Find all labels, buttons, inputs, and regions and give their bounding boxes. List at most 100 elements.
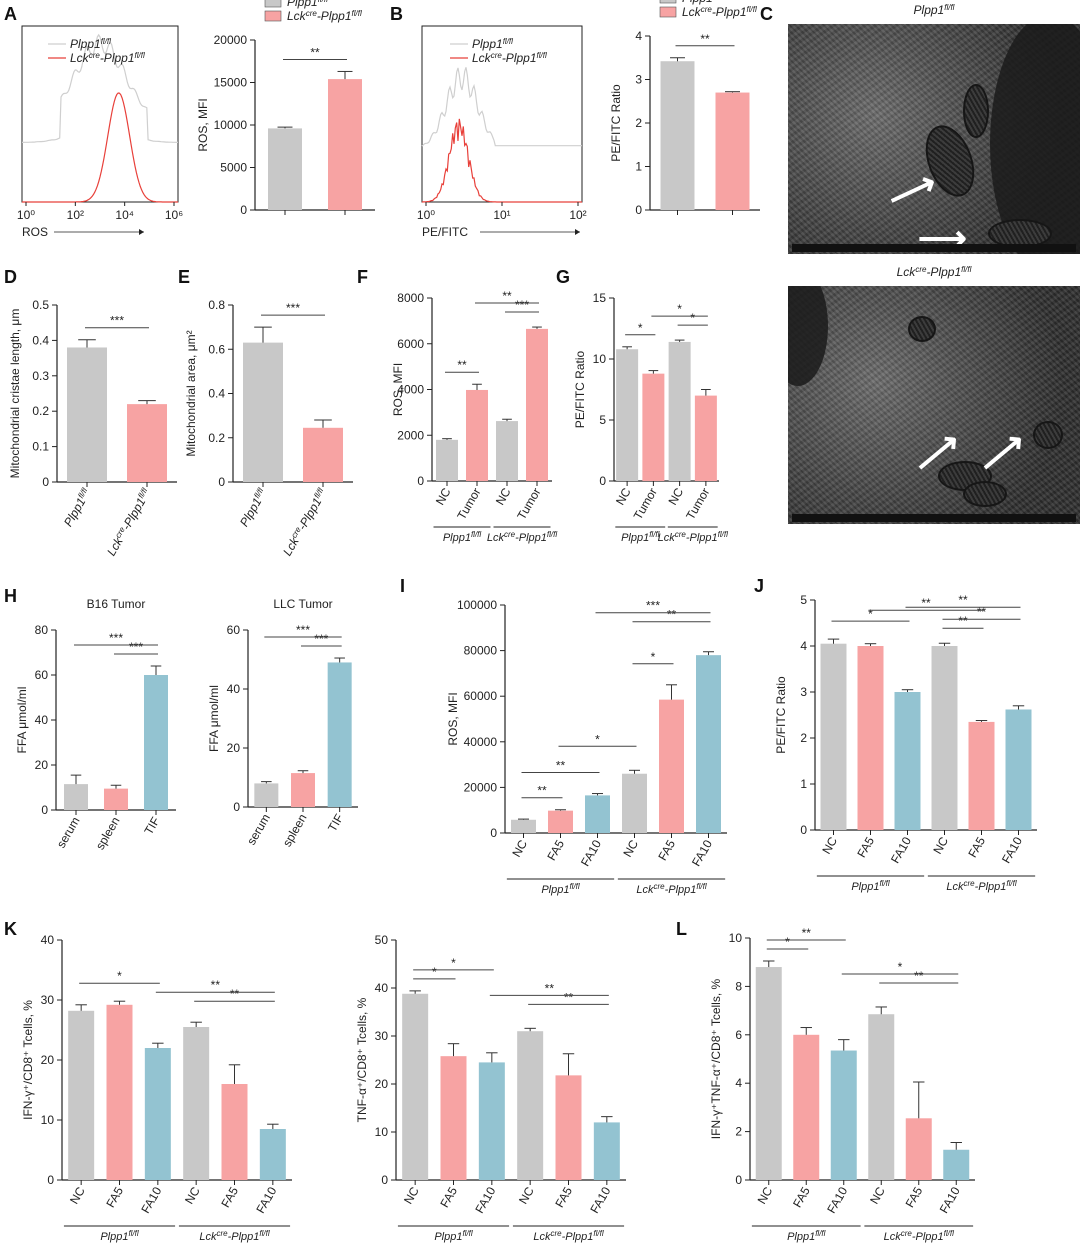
panel-letter-f: F	[357, 267, 368, 287]
significance-label: *	[651, 650, 656, 664]
bar	[511, 819, 536, 833]
significance-label: **	[537, 784, 547, 798]
group-label: Plpp1fl/fl	[621, 530, 660, 545]
legend-label: Lckcre-Plpp1fl/fl	[682, 5, 757, 20]
chart-h2: 0 20 40 60 FFA μmol/ml LLC Tumor serum spleen TI…	[207, 597, 358, 849]
y-tick-label: 2	[800, 731, 807, 745]
x-tick-label: Plpp1fl/fl	[61, 486, 94, 529]
chart-l: 0 2 4 6 8 10 IFN-γ⁺TNF-α⁺/CD8⁺ Tcells, % NC FA5 F…	[709, 926, 975, 1243]
x-tick-label: FA10	[937, 1184, 963, 1216]
y-tick-label: 0.2	[208, 431, 225, 445]
y-tick-label: 0	[800, 823, 807, 837]
bar	[593, 1122, 620, 1180]
y-tick-label: 0	[490, 826, 497, 840]
panel-letter-l: L	[676, 919, 687, 939]
bar	[931, 646, 958, 830]
y-tick-label: 0	[233, 800, 240, 814]
bar	[106, 1004, 133, 1180]
y-tick-label: 20000	[464, 780, 498, 794]
panel-letter-g: G	[556, 267, 570, 287]
bar	[478, 1062, 505, 1180]
y-tick-label: 0.2	[32, 404, 49, 418]
bar	[793, 1034, 820, 1180]
histogram-curve-control	[421, 67, 582, 147]
x-tick-label: NC	[613, 485, 634, 507]
y-tick-label: 10	[375, 1125, 389, 1139]
y-axis-label: IFN-γ⁺TNF-α⁺/CD8⁺ Tcells, %	[709, 978, 723, 1139]
x-tick-label: NC	[819, 834, 840, 856]
x-tick-label: NC	[867, 1184, 888, 1206]
x-tick-label: 10⁴	[115, 208, 134, 222]
significance-label: *	[690, 311, 695, 325]
bar	[548, 810, 573, 833]
y-tick-label: 20	[375, 1077, 389, 1091]
x-tick-label: NC	[67, 1184, 88, 1206]
panel-letter-j: J	[754, 576, 764, 596]
group-label: Plpp1fl/fl	[434, 1229, 473, 1244]
em-title-control: Plpp1fl/fl	[914, 3, 955, 18]
legend-label: Plpp1fl/fl	[70, 37, 111, 52]
significance-label: **	[502, 289, 512, 303]
panel-letter-k: K	[4, 919, 17, 939]
x-tick-label: serum	[54, 815, 83, 851]
y-tick-label: 80000	[464, 644, 498, 658]
legend-label: Lckcre-Plpp1fl/fl	[287, 9, 362, 24]
group-label: Lckcre-Plpp1fl/fl	[658, 530, 728, 545]
x-tick-label: NC	[433, 485, 454, 507]
x-tick-label: NC	[509, 837, 530, 859]
y-tick-label: 40	[41, 933, 55, 947]
y-tick-label: 0	[599, 474, 606, 488]
significance-label: ***	[296, 623, 310, 637]
y-tick-label: 0.8	[208, 298, 225, 312]
y-tick-label: 4000	[397, 383, 424, 397]
y-tick-label: 0.3	[32, 369, 49, 383]
x-axis-arrowhead	[575, 229, 580, 235]
x-tick-label: 10⁰	[417, 208, 435, 222]
bar	[585, 795, 610, 833]
legend-swatch	[659, 0, 677, 4]
significance-label: *	[638, 321, 643, 335]
x-tick-label: 10⁶	[165, 208, 183, 222]
y-tick-label: 40	[227, 682, 241, 696]
bar	[291, 773, 315, 807]
x-tick-label: FA10	[138, 1184, 164, 1216]
y-tick-label: 60000	[464, 689, 498, 703]
bar	[183, 1027, 210, 1180]
bar	[221, 1084, 248, 1180]
group-label: Lckcre-Plpp1fl/fl	[636, 882, 706, 897]
y-tick-label: 0	[41, 803, 48, 817]
y-tick-label: 3	[635, 73, 642, 87]
significance-label: ***	[646, 599, 660, 613]
panel-letter-b: B	[390, 4, 403, 24]
x-tick-label: FA5	[790, 1184, 813, 1210]
bar	[694, 395, 717, 481]
chart-a2: 0 5000 10000 15000 20000 ROS, MFI ** Plpp1fl/fl…	[196, 0, 375, 217]
x-axis-label: PE/FITC	[422, 225, 468, 239]
group-label: Plpp1fl/fl	[541, 882, 580, 897]
bar	[668, 341, 691, 481]
y-tick-label: 10	[41, 1113, 55, 1127]
y-tick-label: 30	[41, 993, 55, 1007]
significance-label: *	[785, 935, 790, 949]
x-tick-label: Tumor	[631, 486, 660, 523]
bar	[830, 1050, 857, 1180]
bar	[894, 692, 921, 830]
y-tick-label: 80	[35, 623, 49, 637]
panel-letter-d: D	[4, 267, 17, 287]
group-label: Plpp1fl/fl	[443, 530, 482, 545]
bar	[402, 993, 429, 1180]
bar	[436, 439, 458, 481]
y-tick-label: 0	[42, 475, 49, 489]
bar	[259, 1129, 286, 1180]
bar	[243, 342, 283, 482]
panel-letter-c: C	[760, 4, 773, 24]
y-tick-label: 8000	[397, 291, 424, 305]
significance-label: **	[667, 608, 677, 622]
bar	[327, 662, 352, 807]
y-tick-label: 1	[800, 777, 807, 791]
y-axis-label: PE/FITC Ratio	[573, 351, 587, 429]
x-tick-label: Tumor	[683, 486, 712, 523]
x-tick-label: FA10	[578, 837, 604, 869]
legend-swatch	[659, 6, 677, 18]
